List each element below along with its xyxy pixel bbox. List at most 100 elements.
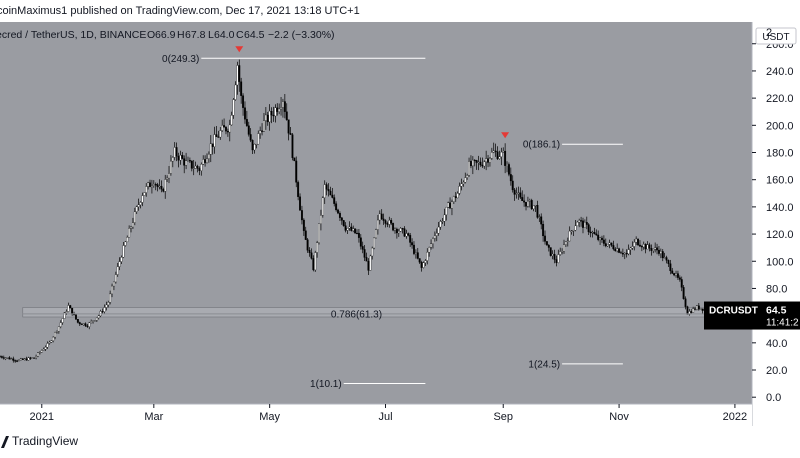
candle-body: [394, 228, 396, 231]
candle-body: [38, 352, 41, 354]
candle: [447, 201, 450, 208]
candle: [585, 216, 588, 230]
candle-body: [183, 158, 186, 166]
candle: [536, 200, 539, 219]
candle-body: [316, 242, 319, 253]
candle-body: [304, 230, 307, 240]
candle: [477, 155, 480, 171]
price-chart[interactable]: 0(249.3) 0(186.1) 0.786(61.3) 1(24.5) 1(10.1…: [0, 22, 800, 426]
candle-body: [447, 202, 450, 208]
candle: [553, 249, 556, 264]
candle: [234, 81, 237, 101]
candle: [481, 157, 484, 168]
candle: [287, 119, 290, 141]
candle-body: [318, 223, 320, 243]
candle: [350, 223, 353, 232]
plot-area[interactable]: [0, 22, 752, 404]
candle: [525, 201, 527, 211]
candle-body: [281, 101, 284, 108]
candle: [37, 352, 39, 358]
candle-body: [234, 84, 237, 100]
candle-body: [188, 160, 191, 162]
candle-body: [623, 253, 626, 255]
candle: [676, 270, 679, 281]
candle-body: [67, 305, 70, 312]
candle: [526, 196, 529, 208]
candle-body: [699, 308, 702, 310]
candle: [540, 213, 543, 230]
candle: [105, 301, 108, 311]
candle-body: [331, 194, 334, 198]
price-tick-label: 0.0: [766, 392, 781, 404]
candle-body: [675, 273, 677, 276]
candle-body: [135, 206, 138, 212]
candle-body: [680, 279, 683, 288]
candle-body: [528, 200, 531, 202]
currency-button[interactable]: USDT: [755, 27, 797, 45]
candle-body: [76, 319, 79, 323]
candle-body: [126, 237, 129, 243]
time-axis[interactable]: 2021 Mar May Jul Sep Nov 2022: [0, 403, 752, 426]
candle-body: [249, 134, 252, 141]
candle-body: [475, 160, 478, 163]
candle: [583, 219, 586, 228]
candle-body: [640, 246, 643, 248]
candle: [316, 240, 319, 258]
price-axis[interactable]: 0.020.040.060.080.0100.0120.0140.0160.01…: [751, 22, 800, 426]
candle: [276, 103, 279, 116]
price-tick-label: 100.0: [766, 256, 794, 268]
candle-body: [312, 258, 315, 271]
candle-body: [329, 190, 332, 196]
candle-body: [131, 222, 134, 228]
candle: [107, 300, 110, 308]
candle: [306, 237, 309, 253]
candle-body: [156, 184, 159, 187]
tradingview-logo-icon[interactable]: [0, 435, 10, 449]
candle: [488, 157, 491, 167]
candle: [657, 245, 660, 256]
candle-body: [90, 321, 93, 323]
candle: [561, 248, 564, 255]
candle: [289, 127, 292, 135]
candle-body: [149, 182, 151, 188]
candle: [430, 239, 433, 250]
candle-body: [268, 110, 271, 123]
candle: [225, 126, 227, 135]
candle-body: [418, 258, 421, 263]
candle: [82, 323, 85, 326]
candle: [616, 243, 619, 253]
candle-body: [439, 221, 442, 228]
price-tick-label: 20.0: [766, 365, 787, 377]
candle: [194, 161, 197, 169]
candle: [0, 355, 3, 359]
candle-body: [33, 357, 36, 359]
currency-label: USDT: [762, 32, 789, 43]
candle: [130, 225, 132, 233]
candle: [627, 244, 630, 256]
candle-body: [21, 358, 24, 360]
candle-body: [48, 342, 51, 344]
candle-body: [502, 150, 505, 153]
fib-level-label: 0.786(61.3): [331, 309, 382, 320]
candle-body: [604, 243, 607, 247]
candle: [93, 320, 96, 322]
candle: [673, 272, 676, 277]
footer-brand[interactable]: TradingView: [12, 434, 79, 448]
candle: [593, 227, 596, 235]
candle-body: [92, 320, 95, 322]
candle: [502, 147, 505, 153]
candle-body: [597, 234, 600, 240]
candle-body: [481, 164, 484, 167]
candle: [420, 260, 423, 272]
candle-body: [78, 322, 81, 325]
candle: [112, 281, 115, 291]
candle-body: [684, 298, 687, 307]
candle: [61, 318, 64, 325]
candle-body: [228, 124, 231, 133]
candle: [16, 359, 19, 363]
candle: [133, 207, 136, 226]
candle: [278, 103, 281, 115]
candle: [378, 210, 381, 225]
chart-canvas[interactable]: 0(249.3) 0(186.1) 0.786(61.3) 1(24.5) 1(10.1…: [0, 22, 800, 426]
candle: [597, 230, 600, 242]
